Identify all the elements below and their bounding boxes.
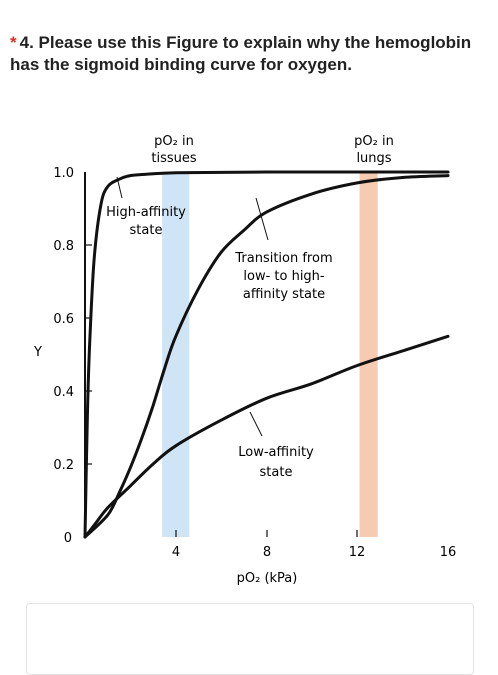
high-affinity-label-line1: High-affinity xyxy=(106,205,186,220)
required-marker: * xyxy=(10,33,17,52)
x-tick-label-8: 8 xyxy=(263,545,271,560)
question-body: 4. Please use this Figure to explain why… xyxy=(10,33,472,74)
y-tick-label-1.0: 1.0 xyxy=(53,166,74,181)
answer-textarea[interactable] xyxy=(26,603,474,675)
transition-label-line2: low- to high- xyxy=(243,269,325,284)
tissues-band-label-line2: tissues xyxy=(151,151,196,166)
y-tick-label-0.6: 0.6 xyxy=(53,312,74,327)
tissues-band xyxy=(162,172,190,537)
transition-label-line1: Transition from xyxy=(234,251,332,266)
transition-leader xyxy=(255,197,269,241)
lungs-band xyxy=(359,172,378,537)
x-axis-label: pO₂ (kPa) xyxy=(237,571,298,586)
tissues-band-label-line1: pO₂ in xyxy=(154,134,194,149)
y-tick-label-0.4: 0.4 xyxy=(53,385,74,400)
low-affinity-label-line2: state xyxy=(260,465,293,480)
low-affinity-label-line1: Low-affinity xyxy=(238,445,314,460)
question-text: * 4. Please use this Figure to explain wh… xyxy=(10,32,480,76)
high-affinity-curve xyxy=(83,170,450,539)
x-tick-label-12: 12 xyxy=(349,545,366,560)
y-tick-label-0: 0 xyxy=(64,531,72,546)
high-affinity-leader xyxy=(116,176,123,199)
y-axis-label: Y xyxy=(33,345,42,360)
oxygen-binding-chart: pO₂ in tissues pO₂ in lungs 0 0.2 0.4 0.… xyxy=(33,134,457,586)
x-tick-label-4: 4 xyxy=(172,545,180,560)
low-affinity-curve xyxy=(83,334,450,539)
low-affinity-leader xyxy=(249,411,263,437)
y-tick-label-0.2: 0.2 xyxy=(53,458,74,473)
x-tick-label-16: 16 xyxy=(440,545,457,560)
transition-curve xyxy=(83,174,450,539)
y-tick-label-0.8: 0.8 xyxy=(53,239,74,254)
lungs-band-label-line1: pO₂ in xyxy=(354,134,394,149)
high-affinity-label-line2: state xyxy=(130,223,163,238)
transition-label-line3: affinity state xyxy=(243,287,325,302)
lungs-band-label-line2: lungs xyxy=(356,151,391,166)
